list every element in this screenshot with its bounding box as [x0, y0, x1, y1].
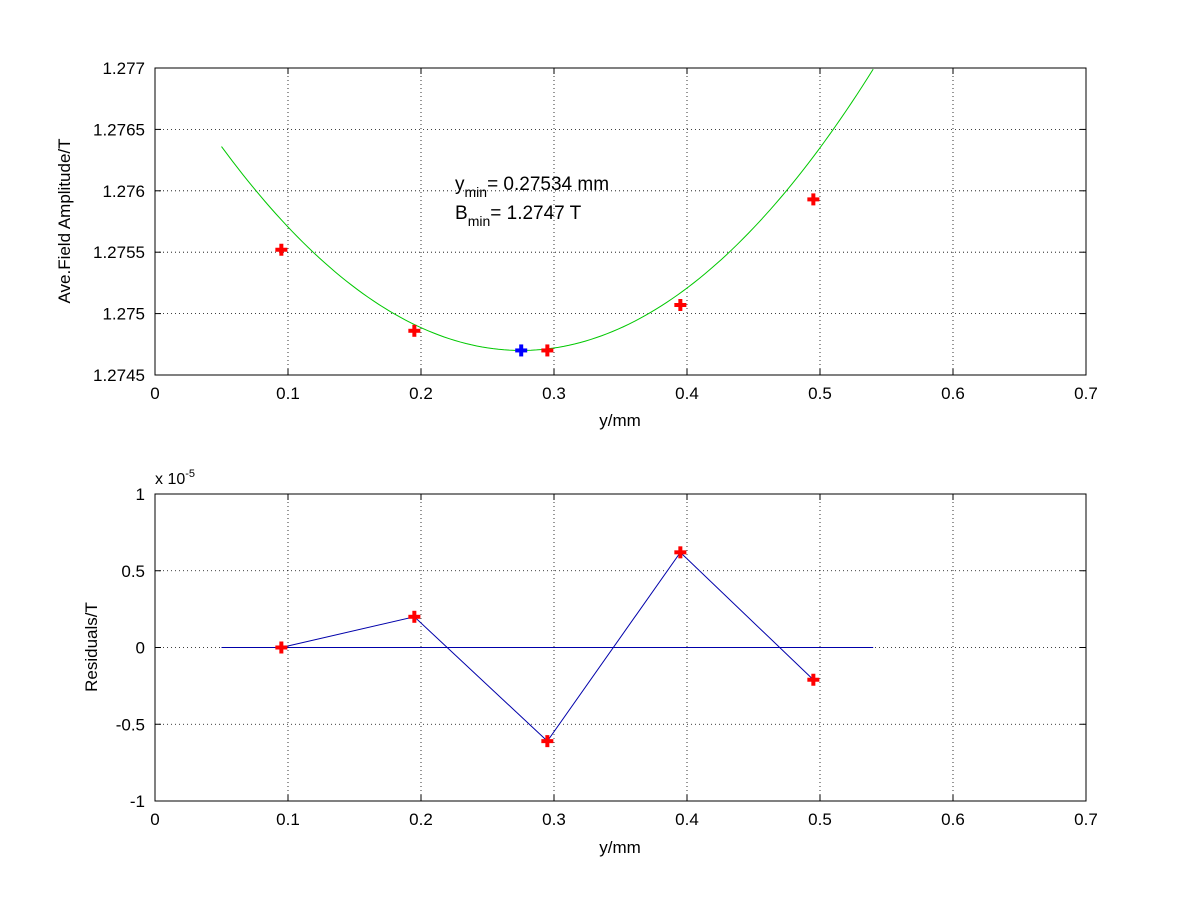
y-tick-label: -1 — [130, 792, 145, 811]
x-tick-label: 0.6 — [941, 384, 965, 403]
minimum-marker — [515, 344, 528, 357]
x-tick-label: 0.4 — [675, 810, 699, 829]
x-tick-label: 0.3 — [542, 810, 566, 829]
annotation-ymin: ymin= 0.27534 mm — [455, 174, 609, 200]
y-tick-label: 1.276 — [102, 182, 145, 201]
x-tick-label: 0.1 — [276, 384, 300, 403]
residual-point — [541, 735, 554, 748]
top-plot-area — [155, 68, 1086, 375]
y-tick-label: 1.277 — [102, 59, 145, 78]
residual-point — [807, 673, 820, 686]
top-x-ticks: 0 0.1 0.2 0.3 0.4 0.5 0.6 0.7 — [150, 68, 1098, 403]
x-tick-label: 0 — [150, 810, 159, 829]
x-tick-label: 0.2 — [409, 384, 433, 403]
y-tick-label: 1.2745 — [93, 366, 145, 385]
y-tick-label: -0.5 — [116, 715, 145, 734]
top-y-axis-label: Ave.Field Amplitude/T — [55, 138, 74, 303]
x-tick-label: 0.7 — [1074, 384, 1098, 403]
annotation-ymin-prefix: y — [455, 174, 465, 195]
annotation-ymin-sub: min — [465, 184, 488, 200]
data-point — [807, 193, 820, 206]
x-tick-label: 0.7 — [1074, 810, 1098, 829]
y-tick-label: 1.275 — [102, 305, 145, 324]
annotation-bmin-value: = 1.2747 T — [490, 203, 581, 224]
bottom-y-axis-label: Residuals/T — [82, 602, 101, 692]
annotation-ymin-value: = 0.27534 mm — [487, 174, 609, 195]
bottom-data-markers — [275, 546, 820, 748]
data-point — [674, 299, 687, 312]
residual-point — [408, 610, 421, 623]
x-tick-label: 0.2 — [409, 810, 433, 829]
bottom-x-axis-label: y/mm — [599, 838, 641, 857]
x-tick-label: 0.4 — [675, 384, 699, 403]
minimum-point — [515, 344, 528, 357]
top-plot-frame — [154, 67, 1087, 376]
exponent-power: -5 — [185, 468, 195, 480]
top-subplot: 0 0.1 0.2 0.3 0.4 0.5 0.6 0.7 1.2745 1.275 1.2755… — [55, 59, 1098, 430]
x-tick-label: 0.3 — [542, 384, 566, 403]
x-tick-label: 0.6 — [941, 810, 965, 829]
bottom-subplot: 0 0.1 0.2 0.3 0.4 0.5 0.6 0.7 -1 -0.5 0 0.5 1 x 10-… — [82, 468, 1098, 857]
top-data-markers — [275, 193, 820, 357]
residual-point — [674, 546, 687, 559]
y-tick-label: 1 — [136, 485, 145, 504]
data-point — [408, 324, 421, 337]
data-point — [541, 344, 554, 357]
exponent-label: x 10-5 — [155, 468, 195, 488]
x-tick-label: 0.5 — [808, 810, 832, 829]
exponent-base: x 10 — [155, 471, 185, 488]
data-point — [275, 243, 288, 256]
y-tick-label: 0 — [136, 639, 145, 658]
x-tick-label: 0 — [150, 384, 159, 403]
residual-point — [275, 641, 288, 654]
bottom-x-ticks: 0 0.1 0.2 0.3 0.4 0.5 0.6 0.7 — [150, 494, 1098, 829]
x-tick-label: 0.5 — [808, 384, 832, 403]
x-tick-label: 0.1 — [276, 810, 300, 829]
top-x-axis-label: y/mm — [599, 411, 641, 430]
annotation-bmin-prefix: B — [455, 203, 468, 224]
y-tick-label: 0.5 — [121, 562, 145, 581]
y-tick-label: 1.2765 — [93, 120, 145, 139]
annotation-bmin: Bmin= 1.2747 T — [455, 203, 582, 229]
top-y-ticks: 1.2745 1.275 1.2755 1.276 1.2765 1.277 — [93, 59, 1086, 385]
bottom-plot-frame — [154, 493, 1087, 802]
annotation-bmin-sub: min — [468, 213, 491, 229]
y-tick-label: 1.2755 — [93, 243, 145, 262]
